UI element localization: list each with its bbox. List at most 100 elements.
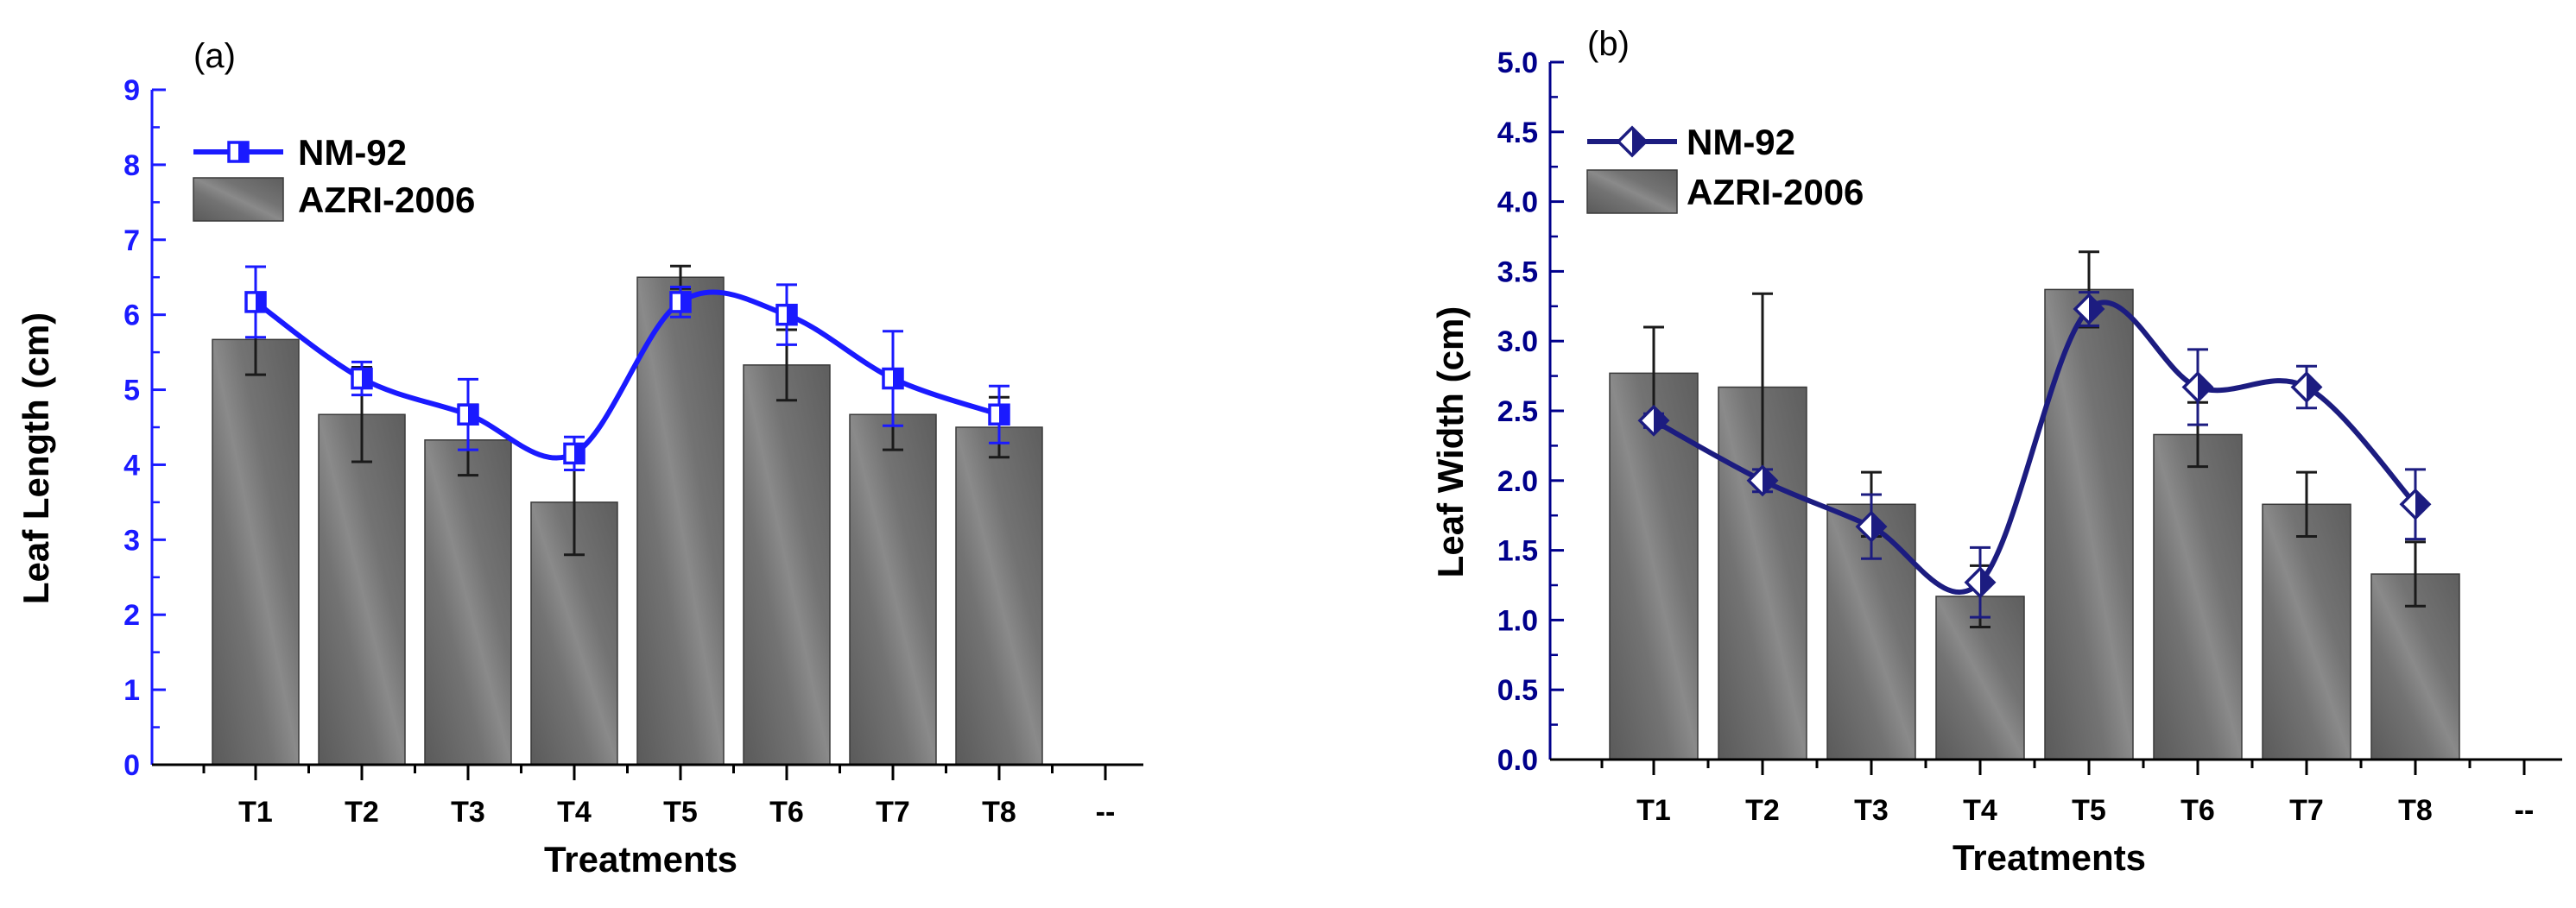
marker-fill xyxy=(999,405,1009,425)
x-tick-label: T4 xyxy=(1963,794,1997,827)
x-tick-label: T1 xyxy=(1636,794,1671,827)
x-tick-label: T2 xyxy=(1745,794,1780,827)
marker-nm92-T7 xyxy=(882,367,904,390)
y-tick-label: 4.0 xyxy=(1497,186,1538,219)
marker-fill xyxy=(2307,373,2320,401)
marker-nm92-T5 xyxy=(2073,293,2105,325)
bar-azri-T5 xyxy=(2044,288,2134,760)
x-tick-label: T6 xyxy=(769,796,804,829)
legend-bar-swatch xyxy=(193,177,284,222)
marker-fill xyxy=(238,142,248,161)
marker-fill xyxy=(1632,128,1646,155)
legend-label-azri: AZRI-2006 xyxy=(1687,172,1864,212)
x-tick-label: T7 xyxy=(876,796,910,829)
y-tick-label: 5 xyxy=(123,375,140,407)
y-tick-label: 4.5 xyxy=(1497,117,1538,149)
y-axis-title: Leaf Length (cm) xyxy=(16,312,56,604)
marker-nm92-T5 xyxy=(669,291,692,313)
x-axis-title: Treatments xyxy=(1953,837,2146,878)
marker-fill xyxy=(893,369,902,388)
marker-fill xyxy=(1871,513,1885,541)
y-axis-title: Leaf Width (cm) xyxy=(1430,306,1471,578)
bar-error-T7 xyxy=(2296,470,2317,538)
marker-fill xyxy=(680,292,690,312)
y-tick-label: 9 xyxy=(123,74,140,107)
marker-fill xyxy=(1654,407,1668,435)
marker-nm92-T4 xyxy=(1964,566,1997,599)
line-nm92 xyxy=(254,289,1000,461)
y-tick-label: 3 xyxy=(123,524,140,557)
bar-azri-T3 xyxy=(424,439,512,766)
y-tick-label: 1.5 xyxy=(1497,535,1538,568)
y-tick-label: 2.5 xyxy=(1497,395,1538,428)
marker-fill xyxy=(362,369,371,388)
marker-nm92-T3 xyxy=(457,403,479,426)
marker-fill xyxy=(574,444,584,463)
bar-azri-T2 xyxy=(318,413,406,766)
x-axis-title: Treatments xyxy=(544,839,737,880)
marker-nm92-T8 xyxy=(2399,488,2432,520)
x-tick-label-extra: -- xyxy=(2515,794,2535,827)
bar-azri-T6 xyxy=(743,364,831,766)
x-tick-label: T3 xyxy=(1854,794,1889,827)
y-tick-label: 3.5 xyxy=(1497,255,1538,288)
chart-panel-a: (a) 0 1 2 3 4 5 6 7 8 9 T1 T2 T3 T4 T5 T6 T7 T8 -- Treatment… xyxy=(16,37,1143,880)
bar-azri-T8 xyxy=(955,426,1043,766)
x-tick-label: T7 xyxy=(2289,794,2324,827)
legend-marker xyxy=(227,141,250,163)
x-tick-label: T6 xyxy=(2180,794,2215,827)
bar-azri-T7 xyxy=(849,413,937,766)
y-tick-label: 0.0 xyxy=(1497,744,1538,777)
marker-fill xyxy=(256,292,265,312)
legend-bar-swatch xyxy=(1586,169,1678,214)
legend-label-azri: AZRI-2006 xyxy=(298,180,475,220)
bar-azri-T5 xyxy=(636,276,725,766)
marker-fill xyxy=(1980,568,1994,596)
y-tick-label: 0 xyxy=(123,749,140,782)
x-tick-label: T2 xyxy=(345,796,379,829)
marker-nm92-T1 xyxy=(1637,404,1670,437)
line-nm92 xyxy=(1652,300,2418,596)
x-tick-label: T5 xyxy=(2072,794,2106,827)
legend-label-nm92: NM-92 xyxy=(1687,122,1795,162)
marker-fill xyxy=(2089,295,2103,324)
x-tick-label: T8 xyxy=(2398,794,2433,827)
legend: NM-92 AZRI-2006 xyxy=(193,132,475,222)
legend-marker xyxy=(1616,125,1649,158)
x-tick-label: T1 xyxy=(238,796,273,829)
marker-nm92-T6 xyxy=(2181,371,2214,404)
marker-fill xyxy=(2198,373,2212,401)
y-tick-label: 2 xyxy=(123,599,140,632)
marker-nm92-T1 xyxy=(244,291,267,313)
panel-label: (a) xyxy=(193,37,236,75)
chart-panel-b: (b) 0.0 0.5 1.0 1.5 2.0 2.5 3.0 3.5 4.0 4.5 5.0 T1 T2… xyxy=(1430,25,2562,878)
bar-azri-T1 xyxy=(212,338,300,766)
marker-fill xyxy=(468,405,478,425)
bar-error-T8 xyxy=(2405,540,2426,608)
marker-fill xyxy=(1763,466,1776,495)
marker-fill xyxy=(787,305,796,325)
marker-nm92-T4 xyxy=(563,442,585,465)
x-tick-label: T4 xyxy=(557,796,592,829)
marker-nm92-T8 xyxy=(988,403,1010,426)
bar-azri-T7 xyxy=(2262,503,2351,760)
marker-nm92-T6 xyxy=(775,303,798,326)
y-tick-label: 3.0 xyxy=(1497,325,1538,358)
legend: NM-92 AZRI-2006 xyxy=(1586,122,1864,214)
marker-fill xyxy=(2415,490,2429,519)
marker-nm92-T7 xyxy=(2290,371,2323,404)
y-tick-label: 8 xyxy=(123,149,140,182)
marker-nm92-T2 xyxy=(1746,464,1779,497)
y-tick-label: 7 xyxy=(123,224,140,257)
legend-label-nm92: NM-92 xyxy=(298,132,407,173)
y-tick-label: 1 xyxy=(123,674,140,707)
y-tick-label: 1.0 xyxy=(1497,604,1538,637)
x-tick-label: T8 xyxy=(982,796,1016,829)
bar-azri-T6 xyxy=(2153,433,2243,760)
y-tick-label: 0.5 xyxy=(1497,674,1538,707)
x-tick-label-extra: -- xyxy=(1096,796,1116,829)
x-tick-label: T3 xyxy=(451,796,485,829)
x-tick-label: T5 xyxy=(663,796,698,829)
panel-label: (b) xyxy=(1587,25,1630,63)
